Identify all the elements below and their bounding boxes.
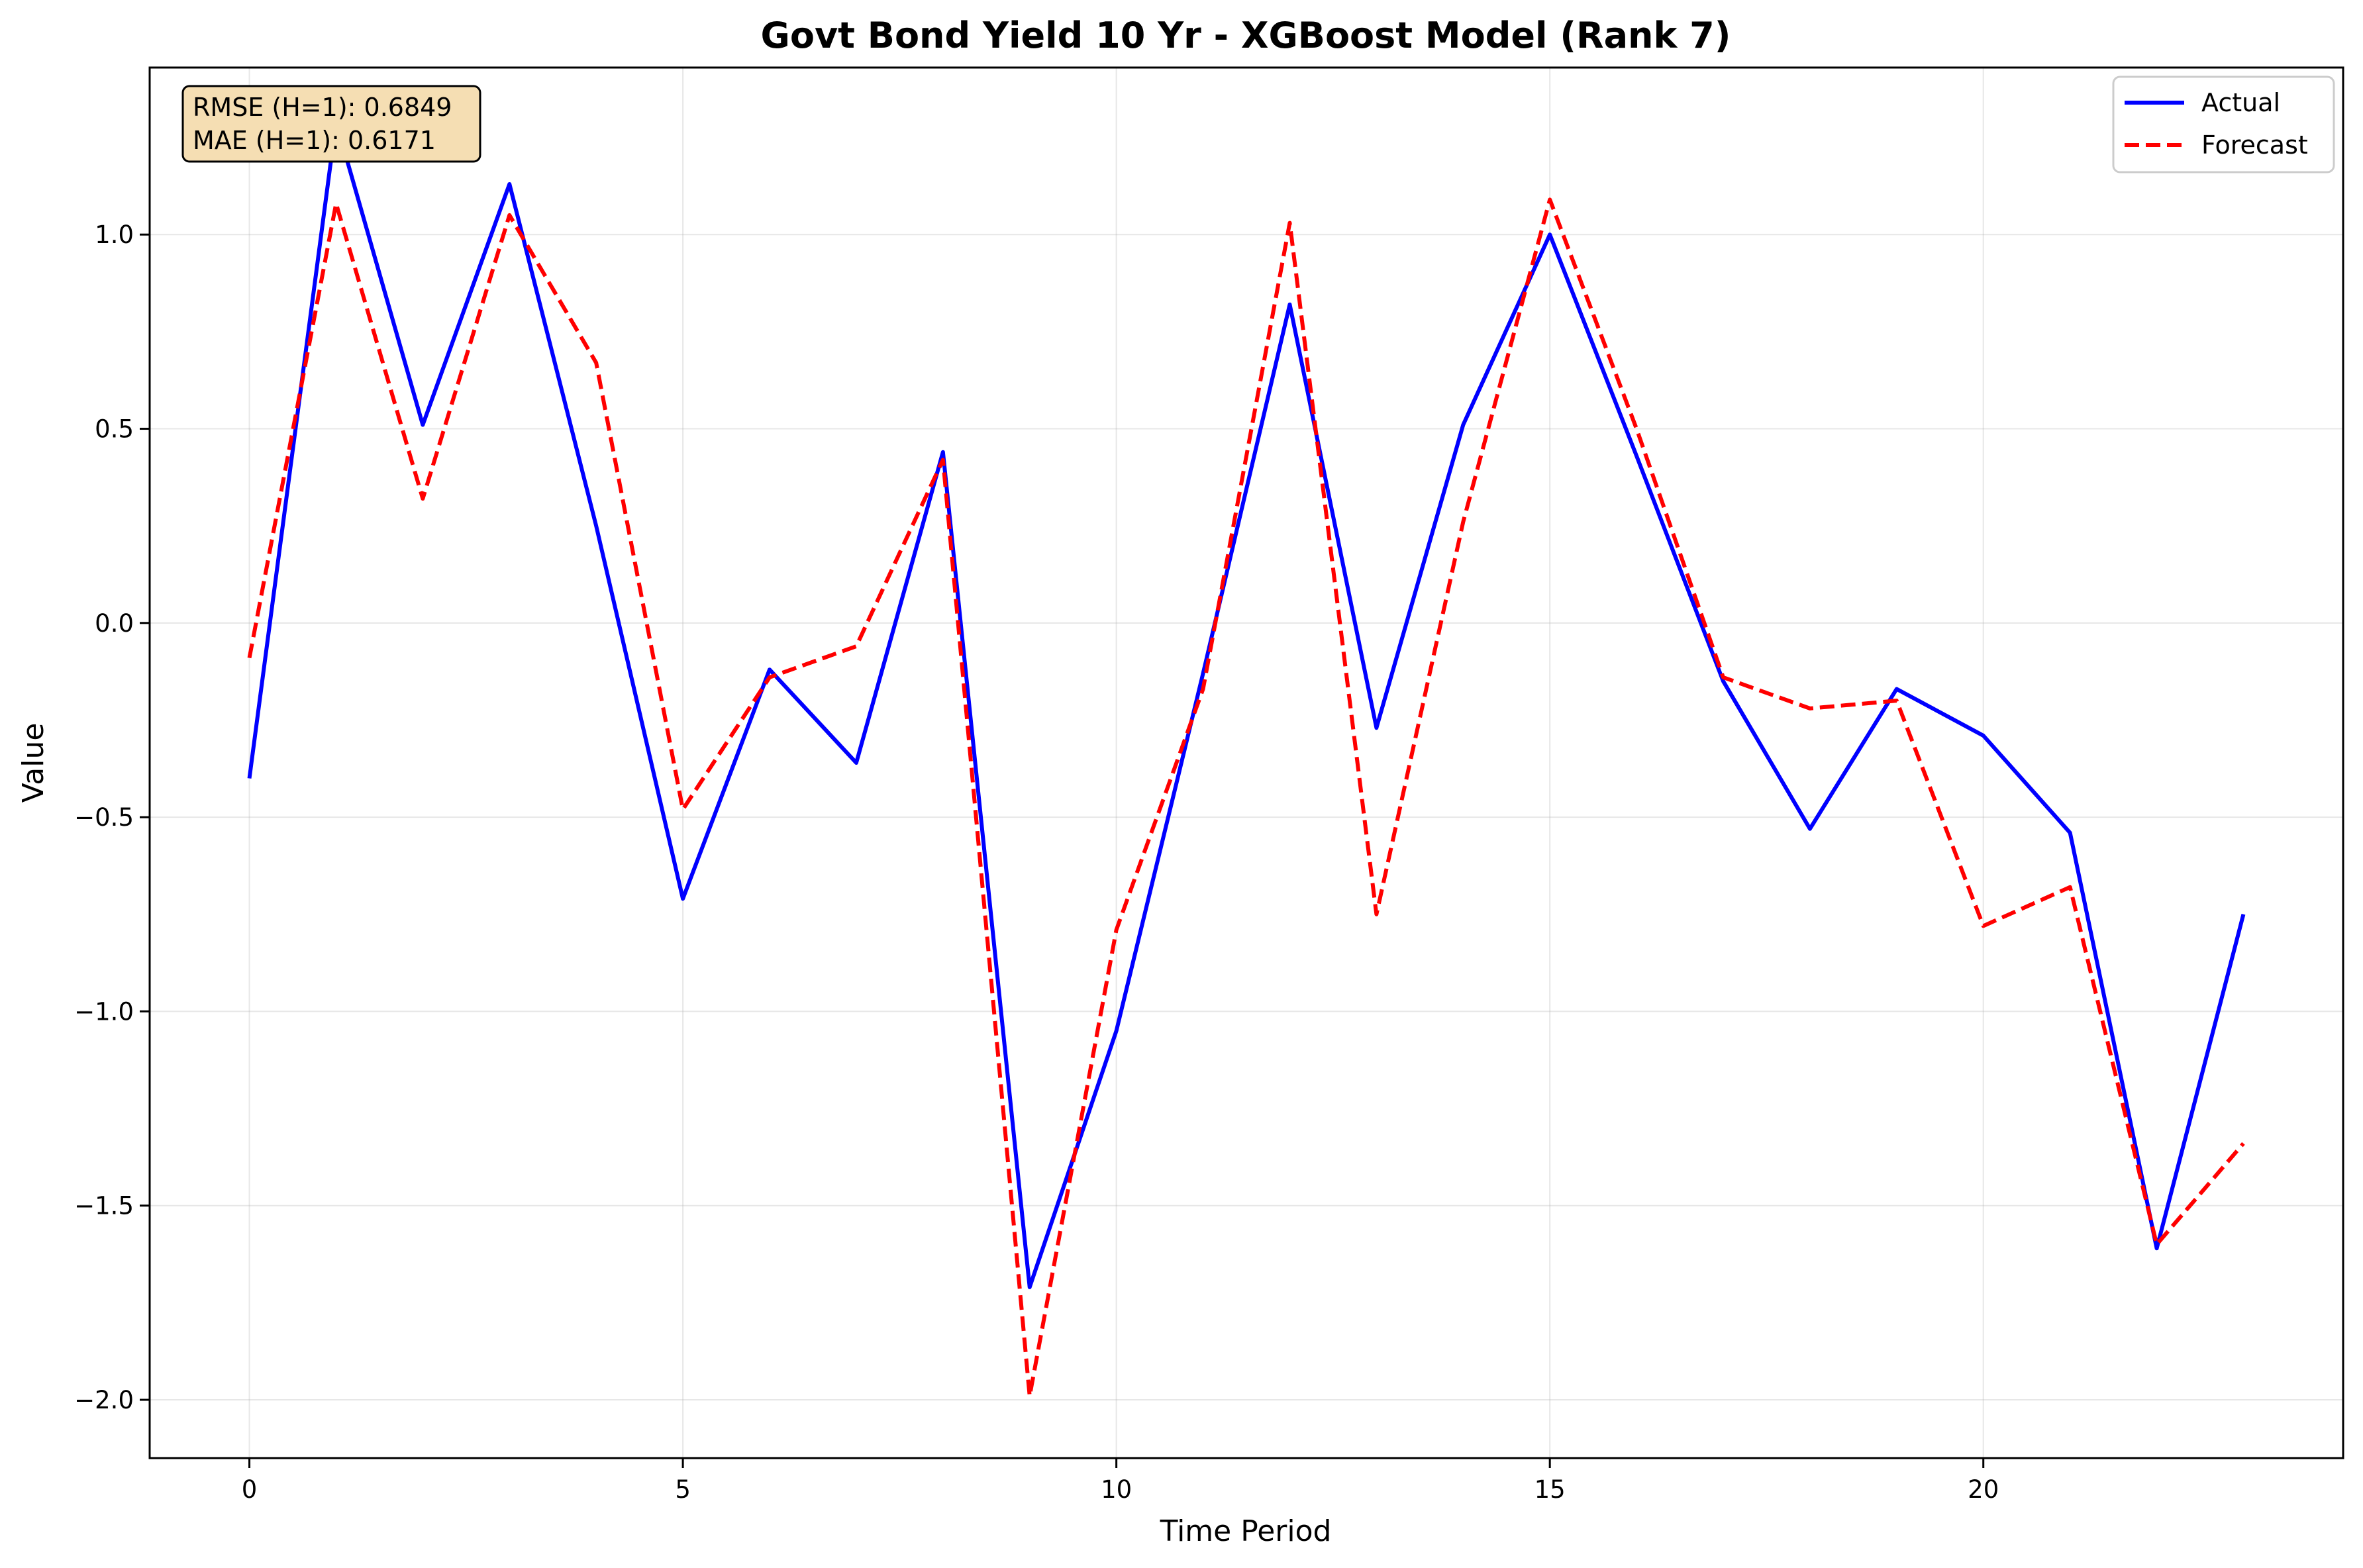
y-tick-label: 0.5 [95,415,134,444]
x-tick-label: 20 [1968,1475,1999,1504]
x-ticks: 0 5 10 15 20 [242,1458,1999,1504]
x-tick-label: 15 [1534,1475,1566,1504]
metrics-box: RMSE (H=1): 0.6849 MAE (H=1): 0.6171 [181,85,481,163]
x-axis-label: Time Period [1160,1514,1332,1548]
metric-mae: MAE (H=1): 0.6171 [193,126,436,155]
x-tick-label: 5 [675,1475,691,1504]
series-line-actual [247,120,2246,1289]
metric-rmse: RMSE (H=1): 0.6849 [193,93,452,122]
y-tick-label: 1.0 [95,220,134,249]
y-ticks: 1.0 0.5 0.0 −0.5 −1.0 −1.5 −2.0 [74,220,150,1414]
chart-title: Govt Bond Yield 10 Yr - XGBoost Model (R… [761,15,1731,56]
series-line-forecast [247,197,2245,1398]
x-tick-label: 0 [242,1475,258,1504]
y-tick-label: −1.0 [74,997,134,1026]
y-tick-label: −1.5 [74,1192,134,1220]
legend-label-actual: Actual [2201,88,2280,117]
grid [150,68,2343,1458]
legend-label-forecast: Forecast [2201,130,2308,160]
series-layer [247,120,2246,1398]
plot-frame [148,66,2344,1459]
x-tick-label: 10 [1101,1475,1132,1504]
y-tick-label: 0.0 [95,609,134,638]
metrics-box-background [181,85,481,163]
y-tick-label: −0.5 [74,803,134,832]
y-axis-label: Value [17,723,50,803]
legend: Actual Forecast [2112,75,2335,173]
y-tick-label: −2.0 [74,1386,134,1414]
